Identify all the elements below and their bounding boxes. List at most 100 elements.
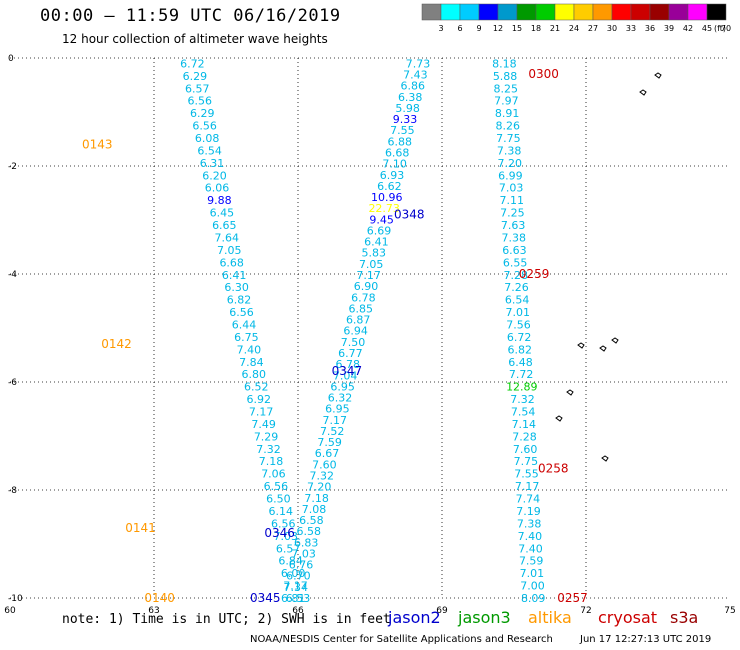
pass-time-label: 0140 [144,591,175,605]
y-tick-label: -4 [8,270,17,280]
wave-height-value: 7.03 [291,547,316,560]
wave-height-value: 7.59 [317,436,342,449]
wave-height-value: 7.55 [390,124,415,137]
color-scale-label: 21 [550,24,560,33]
color-scale-swatch [687,3,708,21]
wave-height-value: 6.72 [507,331,532,344]
wave-height-value: 7.63 [501,219,526,232]
color-scale-swatch [592,3,613,21]
wave-height-value: 6.58 [299,514,324,527]
wave-height-value: 6.77 [338,347,363,360]
wave-height-value: 6.76 [289,559,314,572]
wave-height-value: 7.20 [498,157,523,170]
color-scale-label: 36 [645,24,655,33]
x-tick-label: 69 [436,606,448,616]
y-tick-label: 0 [8,54,14,64]
color-scale-swatch [649,3,670,21]
wave-height-value: 6.41 [364,236,389,249]
color-scale-label: 6 [457,24,462,33]
wave-height-value: 6.38 [398,91,423,104]
x-tick-label: 63 [148,606,159,616]
wave-height-value: 7.32 [310,469,335,482]
wave-height-value: 7.34 [284,581,309,594]
wave-height-value: 6.00 [281,567,306,580]
pass-time-label: 0347 [332,364,363,378]
wave-height-value: 7.97 [494,95,519,108]
wave-height-value: 6.56 [271,517,296,530]
color-scale-label: (ft) [714,24,726,33]
wave-height-value: 7.56 [506,318,531,331]
island-outline [555,415,563,422]
wave-height-value: 7.75 [514,455,539,468]
wave-height-value: 9.45 [369,213,394,226]
wave-height-value: 6.85 [349,302,374,315]
pass-time-label: 0345 [250,591,281,605]
wave-height-value: 6.67 [315,447,340,460]
wave-height-value: 6.14 [269,505,294,518]
wave-height-value: 7.18 [259,455,284,468]
wave-height-value: 5.98 [395,102,420,115]
wave-height-value: 7.64 [215,231,240,244]
wave-height-value: 7.19 [516,505,541,518]
pass-time-label: 0141 [125,521,156,535]
x-tick-label: 60 [4,606,16,616]
island-outline [577,342,585,349]
wave-height-value: 6.86 [401,80,426,93]
wave-height-value: 6.56 [264,480,289,493]
color-scale-label: 18 [531,24,541,33]
wave-height-value: 6.75 [234,331,259,344]
footer-note: note: 1) Time is in UTC; 2) SWH is in fe… [62,612,391,627]
color-scale-label: 33 [626,24,636,33]
wave-height-value: 12.89 [506,381,538,394]
wave-height-value: 7.74 [516,493,541,506]
wave-height-value: 6.57 [276,542,301,555]
chart-title: 00:00 – 11:59 UTC 06/16/2019 [40,6,341,26]
color-scale-label: 30 [607,24,617,33]
pass-time-label: 0346 [264,526,295,540]
wave-height-value: 7.49 [251,418,276,431]
wave-height-value: 6.99 [498,169,523,182]
color-scale-swatch [516,3,537,21]
color-scale-swatch [459,3,480,21]
color-scale-swatch [478,3,499,21]
pass-time-label: 0142 [101,337,132,351]
wave-height-value: 6.82 [508,343,533,356]
color-scale-swatch [497,3,518,21]
wave-height-value: 7.54 [511,406,536,419]
color-scale-swatch [421,3,442,21]
wave-height-value: 7.32 [256,443,281,456]
wave-height-value: 6.62 [377,180,402,193]
generated-timestamp: Jun 17 12:27:13 UTC 2019 [580,634,712,645]
island-outline [601,455,609,462]
wave-height-value: 6.54 [505,294,530,307]
color-scale-label: 3 [438,24,443,33]
wave-height-value: 6.93 [380,169,405,182]
wave-height-value: 7.08 [302,503,327,516]
wave-height-value: 6.83 [294,536,319,549]
wave-height-value: 6.55 [503,256,528,269]
wave-height-value: 7.72 [509,368,534,381]
wave-height-value: 6.65 [212,219,237,232]
color-scale-swatch [611,3,632,21]
wave-height-value: 6.87 [346,314,371,327]
wave-height-value: 6.57 [185,82,210,95]
wave-height-value: 7.73 [406,57,431,70]
color-scale-swatch [630,3,651,21]
pass-time-label: 0300 [528,67,559,81]
color-scale-swatch [535,3,556,21]
wave-height-value: 7.26 [504,281,529,294]
wave-height-value: 7.05 [217,244,242,257]
wave-height-value: 6.53 [286,592,311,605]
wave-height-value: 7.75 [496,132,521,145]
pass-time-label: 0257 [557,591,588,605]
wave-height-value: 5.83 [362,247,387,260]
wave-height-value: 7.84 [239,356,264,369]
wave-height-value: 6.29 [183,70,208,83]
wave-height-value: 6.45 [210,207,235,220]
color-scale-label: 39 [664,24,674,33]
color-scale-label: 15 [512,24,522,33]
wave-height-value: 6.48 [508,356,533,369]
wave-height-value: 6.32 [328,392,353,405]
wave-height-value: 6.81 [281,592,306,605]
